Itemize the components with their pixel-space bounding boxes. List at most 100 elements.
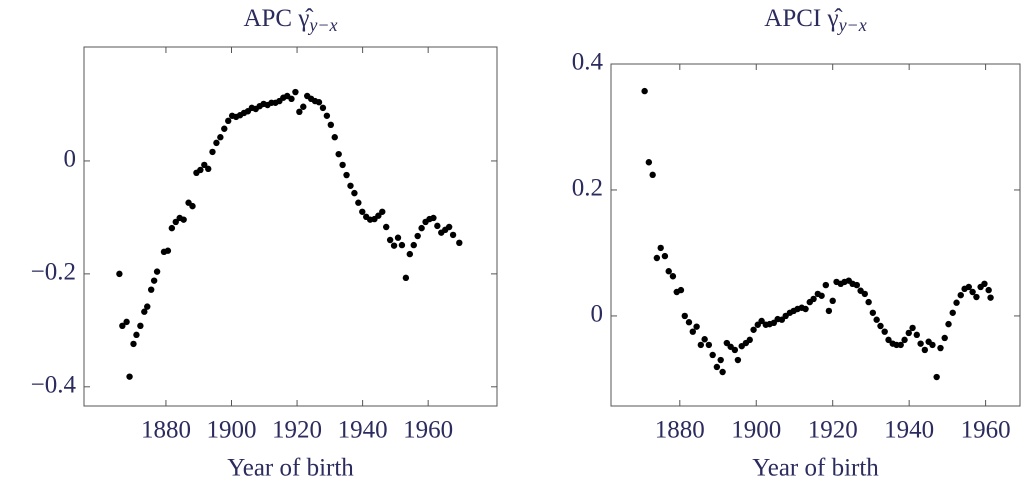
data-point	[825, 307, 833, 315]
data-point	[119, 322, 126, 330]
data-point	[665, 268, 672, 275]
data-point	[649, 171, 656, 179]
y-tick-label: −0.2	[31, 259, 76, 286]
data-point	[693, 323, 700, 330]
data-point	[697, 341, 705, 349]
data-point	[116, 270, 123, 278]
x-axis-label: Year of birth	[227, 455, 354, 482]
x-tick-label: 1880	[655, 417, 705, 444]
data-point	[709, 351, 716, 359]
data-point	[449, 231, 457, 239]
data-point	[645, 159, 653, 166]
data-point	[414, 232, 421, 240]
x-tick-label: 1900	[207, 417, 257, 444]
data-point	[410, 241, 417, 249]
data-point	[319, 104, 327, 112]
data-point	[359, 208, 366, 215]
data-point	[681, 312, 688, 320]
x-tick-label: 1960	[961, 417, 1011, 444]
data-point	[355, 199, 362, 206]
data-point	[661, 252, 669, 260]
data-point	[398, 241, 406, 249]
y-tick-label: −0.4	[31, 372, 77, 399]
data-point	[957, 291, 964, 299]
data-point	[965, 283, 972, 291]
data-point	[905, 329, 912, 337]
data-point	[901, 336, 908, 344]
data-point	[953, 299, 960, 306]
data-point	[917, 340, 924, 347]
data-point	[913, 331, 920, 339]
data-point	[217, 134, 224, 141]
x-axis-label: Year of birth	[752, 455, 879, 482]
data-point	[164, 247, 172, 254]
data-point	[288, 95, 295, 103]
data-point	[456, 239, 463, 247]
data-point	[445, 223, 453, 231]
data-point	[209, 148, 216, 156]
chart-title: APC γ̂y−x	[243, 5, 337, 35]
data-point	[130, 340, 137, 348]
data-point	[339, 161, 346, 169]
data-point	[713, 363, 721, 371]
data-point	[141, 308, 148, 315]
data-point	[705, 341, 713, 349]
title-subscript: y−x	[837, 15, 867, 35]
data-point	[327, 121, 335, 129]
data-point	[873, 316, 880, 323]
x-tick-label: 1960	[403, 417, 453, 444]
x-tick-label: 1920	[808, 417, 858, 444]
data-point	[205, 165, 212, 173]
data-point	[869, 309, 877, 316]
title-subscript: y−x	[307, 15, 337, 35]
data-point	[822, 281, 830, 289]
data-point	[657, 244, 664, 252]
data-point	[343, 171, 350, 179]
plot-frame	[83, 46, 498, 407]
data-point	[685, 319, 693, 326]
data-point	[323, 112, 331, 119]
data-point	[197, 166, 204, 174]
data-point	[335, 150, 342, 158]
panel: APC γ̂y−x Year of birth 1880 1900 1920 1940 19…	[31, 5, 498, 482]
plot-frame	[610, 63, 1021, 407]
data-point	[885, 336, 892, 344]
chart-title: APCI γ̂y−x	[764, 5, 866, 35]
data-point	[818, 292, 825, 299]
data-point	[351, 189, 358, 197]
data-point	[168, 224, 176, 232]
data-point	[386, 236, 394, 244]
data-point	[719, 368, 726, 376]
data-point	[172, 218, 179, 226]
data-point	[909, 324, 916, 332]
data-point	[973, 293, 980, 301]
data-point	[221, 125, 228, 132]
data-point	[969, 288, 976, 296]
data-point	[150, 277, 158, 284]
data-point	[331, 134, 338, 141]
data-point	[383, 223, 390, 231]
data-point	[669, 273, 677, 280]
data-point	[865, 298, 872, 306]
data-point	[877, 322, 884, 330]
data-point	[153, 268, 161, 275]
data-point	[937, 344, 944, 352]
data-point	[945, 320, 952, 328]
data-point	[375, 212, 382, 219]
data-point	[434, 222, 441, 230]
data-point	[641, 87, 648, 95]
data-point	[717, 356, 724, 364]
data-point	[881, 328, 888, 335]
data-point	[731, 346, 739, 354]
data-point	[861, 290, 869, 298]
data-point	[985, 286, 992, 294]
data-point	[981, 280, 988, 288]
data-point	[180, 216, 187, 223]
title-main: APCI γ̂	[764, 5, 842, 32]
data-point	[189, 202, 196, 210]
y-tick-label: 0.2	[572, 175, 603, 202]
panel: APCI γ̂y−x Year of birth 1880 1900 1920 1940 1…	[572, 5, 1021, 482]
data-point	[379, 208, 386, 215]
data-point	[897, 341, 904, 349]
x-tick-label: 1920	[272, 417, 322, 444]
